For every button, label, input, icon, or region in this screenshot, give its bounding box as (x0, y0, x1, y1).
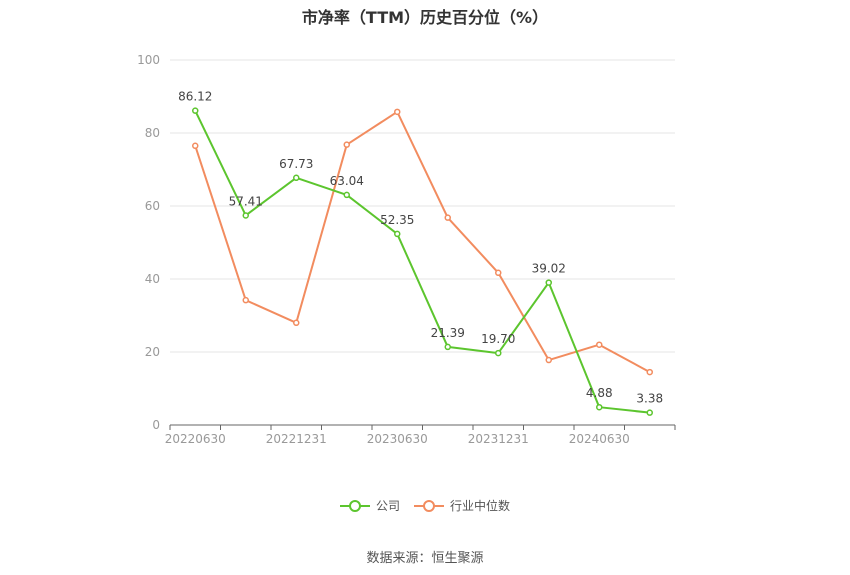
legend: 公司 行业中位数 (0, 497, 850, 514)
data-point-company (192, 107, 199, 114)
legend-label-company: 公司 (375, 499, 400, 513)
data-point-industry (495, 269, 502, 277)
legend-label-industry: 行业中位数 (450, 499, 511, 513)
data-point-industry (545, 356, 552, 364)
data-label: 52.35 (380, 213, 414, 227)
y-tick-label: 100 (137, 53, 160, 67)
data-point-company (495, 349, 502, 357)
x-tick-label: 20240630 (569, 432, 630, 446)
y-tick-label: 60 (145, 199, 160, 213)
data-point-industry (596, 341, 603, 348)
y-tick-label: 40 (145, 272, 160, 286)
y-tick-label: 20 (145, 345, 160, 359)
data-point-company (444, 343, 451, 351)
data-label: 86.12 (178, 90, 212, 104)
data-point-industry (646, 368, 653, 376)
series-lines (192, 107, 653, 416)
data-label: 63.04 (330, 174, 364, 188)
series-line-company (194, 110, 650, 414)
series-line-industry (194, 110, 651, 373)
data-label: 21.39 (431, 326, 465, 340)
data-point-company (596, 403, 603, 411)
data-label: 57.41 (229, 194, 263, 208)
data-point-company (293, 174, 300, 182)
data-point-industry (343, 141, 350, 148)
grid-lines (170, 59, 675, 353)
axes: 0 20 40 60 80 100 20220630 20221231 20230630 2023… (137, 53, 676, 446)
chart-title: 市净率（TTM）历史百分位（%） (301, 8, 549, 27)
legend-item-company[interactable]: 公司 (339, 497, 400, 514)
data-point-company (343, 191, 350, 199)
data-labels: 86.12 57.41 67.73 63.04 52.35 21.39 19.70 39.02… (178, 90, 663, 406)
data-point-industry (242, 296, 249, 304)
x-tick-label: 20220630 (165, 432, 226, 446)
legend-item-industry[interactable]: 行业中位数 (414, 497, 510, 514)
y-tick-label: 80 (145, 126, 160, 140)
data-label: 4.88 (586, 386, 613, 400)
data-source: 数据来源：恒生聚源 (366, 551, 484, 566)
y-tick-label: 0 (152, 418, 160, 432)
data-point-industry (394, 108, 401, 116)
data-point-company (545, 279, 552, 286)
data-point-company (242, 212, 249, 219)
data-label: 67.73 (279, 157, 313, 171)
x-tick-label: 20231231 (468, 432, 529, 446)
data-point-industry (444, 214, 451, 221)
x-tick-label: 20230630 (367, 432, 428, 446)
data-point-industry (293, 319, 300, 327)
data-label: 19.70 (481, 332, 515, 346)
data-point-company (646, 409, 653, 416)
data-point-company (394, 230, 401, 238)
x-tick-label: 20221231 (266, 432, 327, 446)
legend-swatch-company (339, 499, 370, 512)
data-point-industry (192, 142, 199, 150)
legend-swatch-industry (414, 499, 444, 512)
data-label: 39.02 (532, 262, 566, 276)
data-label: 3.38 (636, 392, 663, 406)
